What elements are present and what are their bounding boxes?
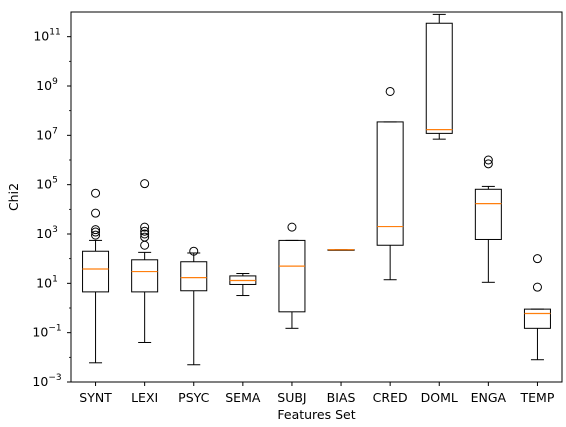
y-tick-exponent: 7: [52, 126, 58, 136]
y-tick-base: 10: [36, 177, 52, 192]
box: [376, 121, 404, 246]
y-tick-exponent: 5: [52, 176, 58, 186]
y-tick-label: 10−1: [32, 324, 61, 340]
y-tick-exponent: 1: [52, 274, 58, 284]
outlier-point: [385, 86, 395, 96]
y-tick-base: 10: [32, 325, 48, 340]
outlier-point: [287, 222, 297, 232]
y-tick-base: 10: [36, 226, 52, 241]
plot-frame: [70, 11, 563, 383]
box-group-synt: [82, 188, 110, 364]
box-group-psyc: [180, 246, 208, 366]
y-tick-label: 1011: [33, 28, 60, 44]
box-group-enga: [474, 155, 502, 283]
y-tick-label: 10−3: [32, 373, 61, 389]
x-tick-label: SYNT: [79, 390, 112, 405]
box-group-doml: [425, 13, 453, 140]
y-tick-exponent: 11: [49, 28, 60, 38]
x-axis-label: Features Set: [277, 407, 355, 422]
outlier-point: [91, 208, 101, 218]
outlier-point: [91, 225, 101, 235]
outlier-point: [140, 222, 150, 232]
outlier-point: [140, 226, 150, 236]
y-axis-label: Chi2: [6, 183, 21, 211]
y-tick-base: 10: [33, 29, 49, 44]
box-group-sema: [229, 273, 257, 297]
y-tick-label: 103: [36, 225, 58, 241]
x-tick-label: BIAS: [327, 390, 356, 405]
outlier-point: [483, 155, 493, 165]
box-group-temp: [523, 254, 551, 361]
outlier-point: [532, 254, 542, 264]
box: [131, 259, 159, 293]
x-tick-label: PSYC: [178, 390, 209, 405]
box-group-cred: [376, 86, 404, 281]
x-tick-label: CRED: [373, 390, 408, 405]
x-tick-label: TEMP: [520, 390, 555, 405]
y-tick-base: 10: [36, 127, 52, 142]
y-tick-base: 10: [36, 78, 52, 93]
box: [523, 308, 551, 329]
x-tick-label: ENGA: [471, 390, 507, 405]
outlier-point: [140, 229, 150, 239]
plot-area: [82, 13, 551, 366]
y-tick-exponent: 3: [52, 225, 58, 235]
box: [425, 22, 453, 134]
outlier-point: [140, 232, 150, 242]
box: [82, 250, 110, 293]
y-tick-exponent: −1: [48, 324, 61, 334]
outlier-point: [91, 227, 101, 237]
box: [474, 188, 502, 240]
y-tick-exponent: −3: [48, 373, 61, 383]
outlier-point: [140, 179, 150, 189]
y-tick-label: 109: [36, 77, 58, 93]
y-tick-label: 105: [36, 176, 58, 192]
x-tick-label: SUBJ: [277, 390, 306, 405]
x-tick-label: SEMA: [225, 390, 261, 405]
box: [180, 261, 208, 292]
box-group-bias: [327, 249, 355, 251]
y-tick-exponent: 9: [52, 77, 58, 87]
y-tick-label: 107: [36, 126, 58, 142]
axes: Features Set Chi2 10−310−110110310510710…: [6, 11, 563, 422]
outlier-point: [140, 240, 150, 250]
outlier-point: [91, 188, 101, 198]
y-tick-base: 10: [36, 275, 52, 290]
outlier-point: [91, 230, 101, 240]
box-group-lexi: [131, 179, 159, 343]
outlier-point: [532, 282, 542, 292]
x-tick-label: LEXI: [131, 390, 158, 405]
outlier-point: [483, 159, 493, 169]
box-group-subj: [278, 222, 306, 329]
outlier-point: [189, 246, 199, 256]
y-tick-base: 10: [32, 374, 48, 389]
y-tick-label: 101: [36, 274, 58, 290]
box: [278, 239, 306, 313]
x-tick-label: DOML: [421, 390, 458, 405]
